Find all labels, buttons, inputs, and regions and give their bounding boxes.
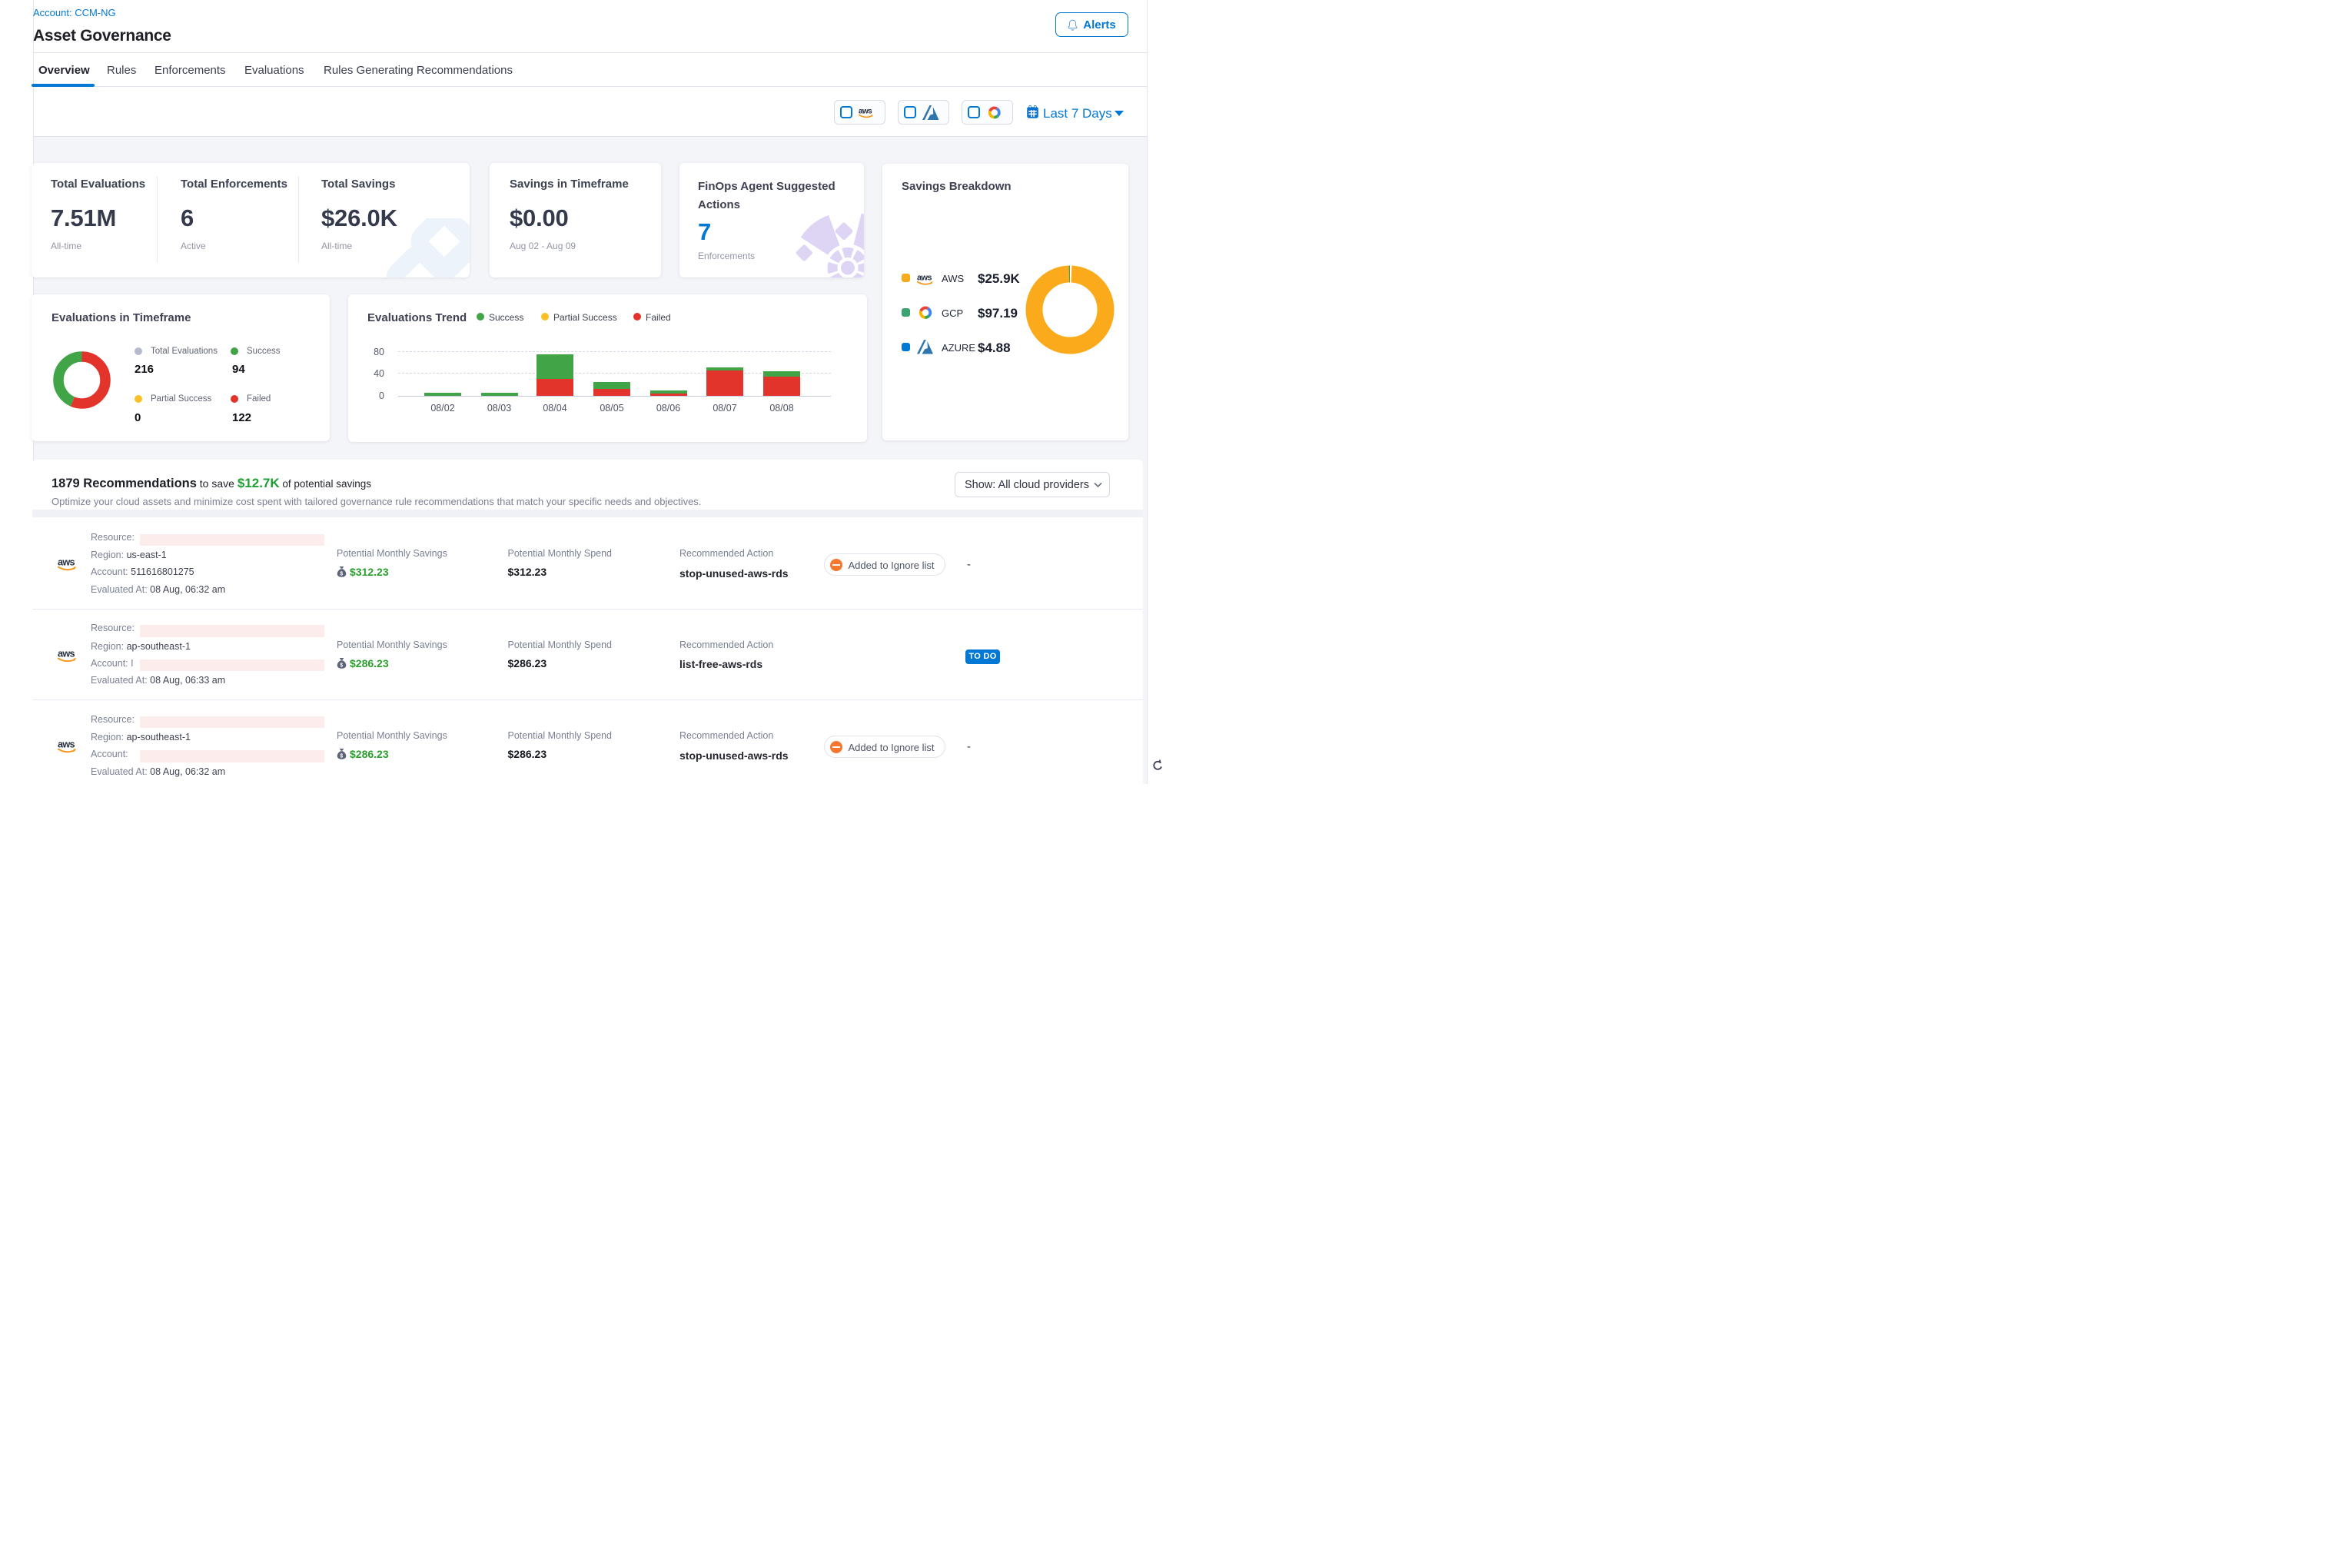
svg-text:aws: aws <box>917 274 932 283</box>
svg-text:aws: aws <box>58 647 75 659</box>
svg-text:aws: aws <box>58 738 75 749</box>
svg-text:$: $ <box>340 663 343 668</box>
svg-text:aws: aws <box>859 108 872 116</box>
svg-text:$: $ <box>340 571 343 576</box>
svg-text:aws: aws <box>58 556 75 567</box>
svg-text:$: $ <box>340 753 343 759</box>
